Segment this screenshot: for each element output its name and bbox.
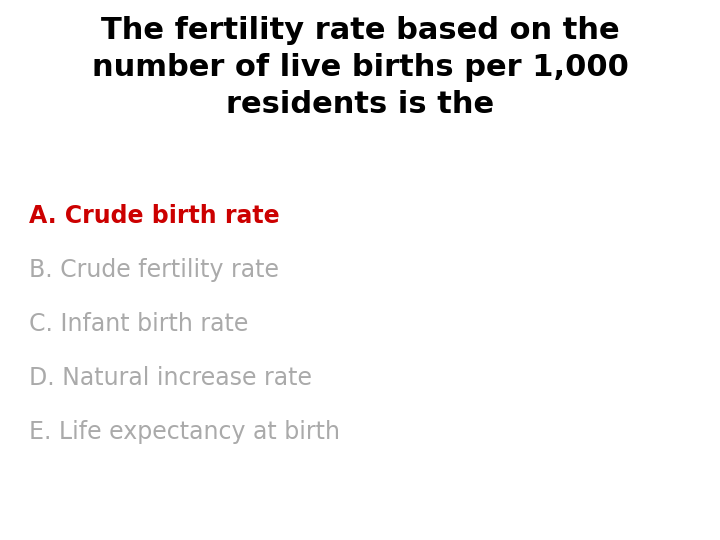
Text: C. Infant birth rate: C. Infant birth rate xyxy=(29,312,248,336)
Text: B. Crude fertility rate: B. Crude fertility rate xyxy=(29,258,279,282)
Text: A. Crude birth rate: A. Crude birth rate xyxy=(29,204,279,228)
Text: E. Life expectancy at birth: E. Life expectancy at birth xyxy=(29,420,340,444)
Text: D. Natural increase rate: D. Natural increase rate xyxy=(29,366,312,390)
Text: The fertility rate based on the
number of live births per 1,000
residents is the: The fertility rate based on the number o… xyxy=(91,16,629,119)
